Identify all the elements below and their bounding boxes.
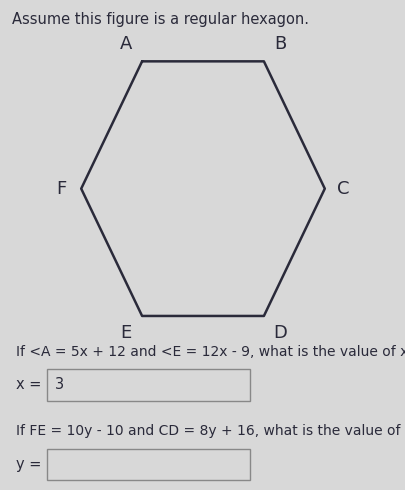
Text: C: C	[336, 180, 348, 197]
FancyBboxPatch shape	[47, 449, 249, 480]
Text: F: F	[55, 180, 66, 197]
Text: E: E	[120, 324, 131, 342]
Text: Assume this figure is a regular hexagon.: Assume this figure is a regular hexagon.	[12, 12, 309, 27]
Text: If <A = 5x + 12 and <E = 12x - 9, what is the value of x?: If <A = 5x + 12 and <E = 12x - 9, what i…	[16, 345, 405, 360]
Text: D: D	[273, 324, 286, 342]
Text: B: B	[273, 35, 286, 53]
Text: If FE = 10y - 10 and CD = 8y + 16, what is the value of y?: If FE = 10y - 10 and CD = 8y + 16, what …	[16, 424, 405, 438]
Text: 3: 3	[55, 377, 64, 392]
Text: x =: x =	[16, 377, 42, 392]
Text: y =: y =	[16, 457, 42, 472]
Text: A: A	[119, 35, 132, 53]
FancyBboxPatch shape	[47, 368, 249, 401]
